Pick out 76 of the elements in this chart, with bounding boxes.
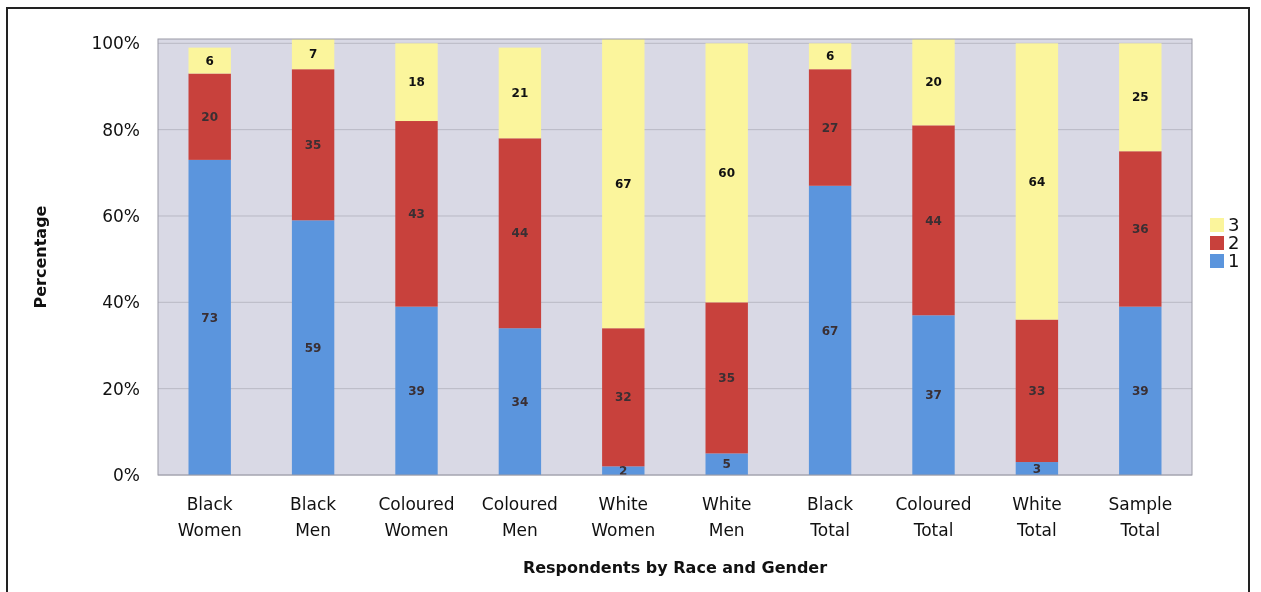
data-label: 44: [511, 226, 529, 241]
bar: [912, 125, 955, 316]
bar: [1119, 151, 1162, 307]
data-label: 3: [1032, 461, 1042, 476]
data-label: 59: [304, 340, 322, 355]
data-label: 33: [1028, 384, 1046, 399]
data-label: 67: [614, 176, 632, 191]
data-label: 35: [718, 371, 736, 386]
data-label: 44: [925, 213, 942, 228]
bar: [498, 47, 542, 139]
x-tick-label: Black Women: [177, 493, 242, 542]
bar: [1015, 319, 1059, 463]
bar: [395, 121, 438, 307]
bar: [498, 138, 542, 329]
bar: [602, 39, 645, 329]
data-label: 27: [821, 120, 839, 135]
x-tick-label: White Men: [701, 493, 752, 542]
x-tick-label: Black Men: [290, 493, 337, 542]
x-tick-label: Black Total: [807, 493, 854, 542]
data-label: 18: [408, 75, 425, 90]
bar: [602, 328, 645, 467]
y-tick-label: 20%: [102, 378, 140, 399]
x-tick-label: White Total: [1012, 493, 1062, 542]
bar: [808, 69, 852, 186]
data-label: 36: [1131, 222, 1149, 237]
data-label: 6: [825, 49, 835, 64]
data-label: 67: [821, 323, 839, 338]
data-label: 64: [1028, 174, 1046, 189]
bar: [498, 328, 542, 475]
bar: [705, 453, 748, 475]
y-tick-label: 0%: [113, 464, 140, 485]
bar: [188, 47, 231, 74]
data-label: 39: [408, 384, 425, 399]
bar: [808, 43, 852, 70]
x-tick-label: Coloured Total: [895, 493, 972, 542]
bar: [912, 39, 955, 126]
bar: [705, 302, 748, 454]
data-label: 37: [925, 388, 942, 403]
data-label: 5: [722, 457, 731, 472]
data-label: 34: [511, 394, 529, 409]
x-tick-label: Coloured Men: [481, 493, 558, 542]
data-label: 25: [1131, 90, 1149, 105]
bar: [705, 43, 748, 303]
y-tick-label: 100%: [91, 33, 140, 54]
bar: [291, 69, 335, 221]
x-axis-title: Respondents by Race and Gender: [522, 558, 828, 577]
y-axis-title: Percentage: [31, 205, 50, 309]
bar: [188, 73, 231, 160]
data-label: 20: [925, 75, 942, 90]
bar: [291, 220, 335, 475]
bar: [808, 185, 852, 475]
y-tick-label: 40%: [102, 292, 140, 313]
bar: [912, 315, 955, 475]
bar: [1119, 306, 1162, 475]
x-tick-label: Sample Total: [1108, 493, 1173, 542]
data-label: 35: [304, 137, 322, 152]
bar: [291, 39, 335, 70]
bar: [1119, 43, 1162, 152]
data-label: 73: [201, 310, 219, 325]
data-label: 7: [308, 47, 318, 62]
data-label: 32: [614, 390, 632, 405]
y-tick-label: 60%: [102, 205, 140, 226]
data-label: 60: [718, 166, 736, 181]
x-tick-label: White Women: [591, 493, 656, 542]
data-label: 20: [201, 109, 219, 124]
bar: [188, 159, 231, 475]
bar: [1015, 43, 1059, 320]
data-label: 6: [205, 53, 214, 68]
bar: [395, 43, 438, 122]
data-label: 43: [408, 207, 425, 222]
bar: [395, 306, 438, 475]
data-label: 39: [1131, 384, 1149, 399]
x-tick-label: Coloured Women: [378, 493, 455, 542]
data-label: 2: [619, 463, 628, 478]
data-label: 21: [511, 86, 529, 101]
y-tick-label: 80%: [102, 119, 140, 140]
